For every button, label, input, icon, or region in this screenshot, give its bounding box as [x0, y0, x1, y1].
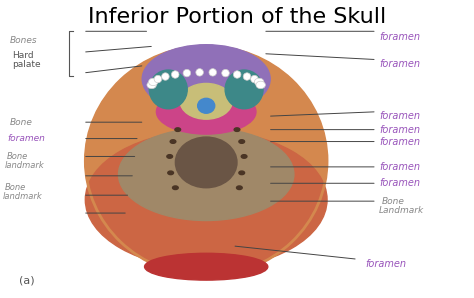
Ellipse shape — [175, 128, 181, 131]
Text: foramen: foramen — [7, 134, 45, 143]
Ellipse shape — [167, 155, 173, 158]
Ellipse shape — [118, 128, 294, 221]
Text: Bone: Bone — [382, 197, 404, 206]
Text: foramen: foramen — [379, 59, 420, 69]
Ellipse shape — [85, 46, 327, 276]
Text: (a): (a) — [19, 275, 35, 285]
Ellipse shape — [173, 186, 178, 190]
Ellipse shape — [148, 78, 158, 86]
Ellipse shape — [209, 69, 217, 76]
Ellipse shape — [142, 45, 270, 113]
Ellipse shape — [145, 253, 268, 280]
Ellipse shape — [243, 73, 251, 80]
Ellipse shape — [196, 69, 203, 76]
Ellipse shape — [156, 89, 256, 134]
Ellipse shape — [225, 70, 263, 109]
Ellipse shape — [256, 81, 265, 89]
Ellipse shape — [147, 81, 156, 89]
Ellipse shape — [170, 140, 176, 143]
Ellipse shape — [154, 75, 162, 83]
Ellipse shape — [239, 171, 245, 175]
Text: foramen: foramen — [379, 178, 420, 188]
Ellipse shape — [222, 69, 229, 77]
Ellipse shape — [168, 171, 173, 175]
Text: Bone: Bone — [9, 118, 32, 127]
Ellipse shape — [251, 75, 258, 83]
Text: landmark: landmark — [2, 192, 42, 201]
Text: palate: palate — [12, 60, 40, 69]
Ellipse shape — [85, 131, 327, 268]
Text: Bone: Bone — [7, 152, 28, 161]
Ellipse shape — [237, 186, 242, 190]
Ellipse shape — [149, 70, 187, 109]
Text: foramen: foramen — [379, 125, 420, 135]
Text: foramen: foramen — [379, 162, 420, 172]
Ellipse shape — [180, 83, 232, 119]
Ellipse shape — [175, 137, 237, 188]
Ellipse shape — [241, 155, 247, 158]
Ellipse shape — [162, 73, 169, 80]
Ellipse shape — [183, 69, 191, 77]
Text: Bones: Bones — [9, 36, 37, 45]
Ellipse shape — [255, 78, 264, 86]
Text: Landmark: Landmark — [379, 206, 424, 215]
Text: foramen: foramen — [365, 259, 406, 269]
Ellipse shape — [233, 71, 241, 78]
Ellipse shape — [234, 128, 240, 131]
Text: Hard: Hard — [12, 51, 34, 60]
Text: foramen: foramen — [379, 32, 420, 42]
Text: foramen: foramen — [379, 111, 420, 121]
Text: foramen: foramen — [379, 136, 420, 147]
Text: landmark: landmark — [5, 161, 45, 170]
Ellipse shape — [172, 71, 179, 78]
Text: Inferior Portion of the Skull: Inferior Portion of the Skull — [88, 7, 386, 27]
Ellipse shape — [198, 98, 215, 113]
Ellipse shape — [239, 140, 245, 143]
Text: Bone: Bone — [5, 183, 26, 192]
